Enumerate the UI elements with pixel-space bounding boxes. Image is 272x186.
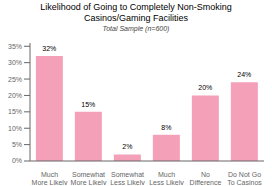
svg-text:0%: 0% [12,157,22,164]
svg-text:Do Not GoTo Casinos: Do Not GoTo Casinos [227,171,262,185]
svg-text:SomewhatMore Likely: SomewhatMore Likely [71,171,107,185]
svg-text:15%: 15% [8,108,22,115]
svg-text:24%: 24% [237,71,251,78]
svg-text:20%: 20% [198,84,212,91]
svg-text:MuchLess Likely: MuchLess Likely [149,171,184,185]
svg-text:15%: 15% [81,101,95,108]
svg-text:SomewhatLess Likely: SomewhatLess Likely [110,171,145,185]
svg-text:5%: 5% [12,141,22,148]
svg-text:30%: 30% [8,59,22,66]
svg-text:10%: 10% [8,125,22,132]
html-text:Casinos/Gaming Facilities: Casinos/Gaming Facilities [84,13,188,23]
svg-text:20%: 20% [8,92,22,99]
svg-text:25%: 25% [8,76,22,83]
svg-text:2%: 2% [122,143,132,150]
svg-text:8%: 8% [161,124,171,131]
html-text:Likelihood of Going to Complet: Likelihood of Going to Completely Non-Sm… [40,2,232,12]
svg-text:35%: 35% [8,43,22,50]
svg-text:NoDifference: NoDifference [190,171,222,185]
svg-text:MuchMore Likely: MuchMore Likely [32,171,68,185]
html-text:Total Sample (n=600): Total Sample (n=600) [102,25,170,32]
svg-text:32%: 32% [42,45,56,52]
